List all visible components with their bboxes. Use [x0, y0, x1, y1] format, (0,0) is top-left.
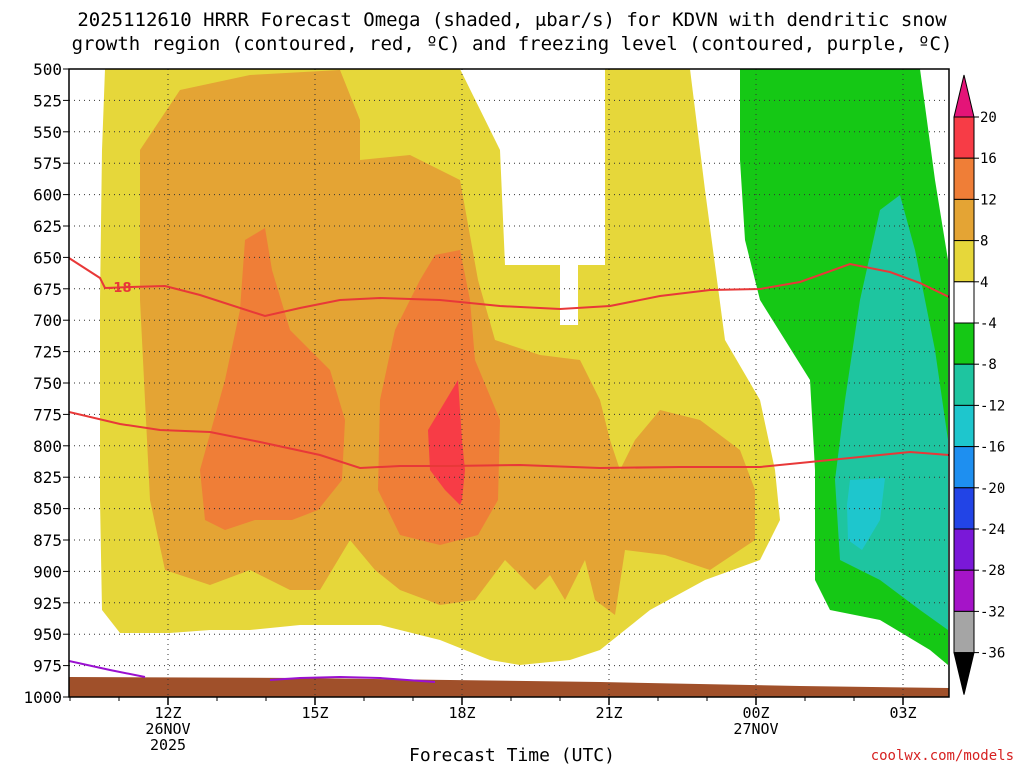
colorbar-swatch: [953, 487, 975, 530]
x-tick-date: 27NOV: [733, 720, 778, 738]
omega-region-16: [428, 380, 465, 505]
y-axis-labels: 500 525 550 575 600 625 650 675 700 725 750 775 800 8…: [23, 60, 69, 707]
y-tick-label: 625: [33, 217, 62, 236]
omega-region-12b: [378, 250, 500, 545]
y-tick-label: 875: [33, 531, 62, 550]
y-tick-label: 900: [33, 562, 62, 581]
colorbar-label: -36: [980, 646, 1005, 662]
y-tick-label: 725: [33, 343, 62, 362]
colorbar-swatch: [953, 528, 975, 571]
terrain: [69, 677, 949, 697]
x-tick-label: 18Z: [448, 704, 475, 722]
y-tick-label: 975: [33, 657, 62, 676]
colorbar-swatch: [953, 322, 975, 365]
y-tick-label: 750: [33, 374, 62, 393]
colorbar-label: -16: [980, 440, 1005, 456]
contours: -18: [69, 257, 949, 683]
chart-grid: [69, 69, 949, 697]
y-tick-label: 1000: [23, 688, 62, 707]
y-tick-label: 950: [33, 625, 62, 644]
colorbar-swatch: [953, 569, 975, 612]
colorbar-label: 8: [980, 234, 988, 250]
colorbar-label: -4: [980, 316, 997, 332]
omega-region-neg12: [847, 478, 885, 550]
x-tick-label: 15Z: [301, 704, 328, 722]
y-tick-label: 500: [33, 60, 62, 79]
colorbar-label: 20: [980, 110, 997, 126]
y-tick-label: 575: [33, 154, 62, 173]
y-tick-label: 550: [33, 123, 62, 142]
colorbar-swatch: [953, 363, 975, 406]
x-tick-label: 00Z: [742, 704, 769, 722]
colorbar-swatch: [953, 240, 975, 283]
dgz-contour-label: -18: [108, 281, 132, 296]
chart-title-line-1: 2025112610 HRRR Forecast Omega (shaded, …: [77, 9, 947, 31]
colorbar-label: -8: [980, 357, 997, 373]
y-tick-label: 675: [33, 280, 62, 299]
omega-region-12: [200, 228, 345, 530]
colorbar-swatch: [953, 157, 975, 200]
freezing-level-contour-1: [69, 660, 146, 678]
y-tick-label: 525: [33, 91, 62, 110]
chart-title-line-2: growth region (contoured, red, ºC) and f…: [71, 33, 953, 55]
y-tick-label: 800: [33, 437, 62, 456]
y-tick-label: 850: [33, 500, 62, 519]
dgz-contour-upper: [69, 257, 949, 318]
x-tick-date: 26NOV: [145, 720, 190, 738]
y-tick-label: 700: [33, 311, 62, 330]
colorbar-label: -20: [980, 481, 1005, 497]
colorbar-label: 4: [980, 275, 988, 291]
x-tick-label: 12Z: [154, 704, 181, 722]
y-tick-label: 650: [33, 248, 62, 267]
x-tick-label: 21Z: [595, 704, 622, 722]
credit-text: coolwx.com/models: [870, 748, 1014, 764]
x-tick-label: 03Z: [889, 704, 916, 722]
x-axis-title: Forecast Time (UTC): [409, 745, 615, 766]
colorbar-label: -32: [980, 604, 1005, 620]
y-tick-label: 825: [33, 468, 62, 487]
colorbar-top-arrow: [953, 74, 975, 118]
colorbar-swatch: [953, 116, 975, 159]
colorbar-label: -12: [980, 398, 1005, 414]
colorbar-swatch: [953, 281, 975, 324]
x-tick-year: 2025: [150, 736, 186, 754]
colorbar-label: 16: [980, 151, 997, 167]
colorbar-swatch: [953, 198, 975, 242]
colorbar-label: 12: [980, 192, 997, 208]
colorbar: 20 16 12 8 4 -4 -8 -12 -16 -20 -24 -28 -32 -36: [953, 74, 1005, 695]
colorbar-swatch: [953, 404, 975, 448]
colorbar-swatch: [953, 446, 975, 489]
omega-shading: [69, 69, 949, 697]
colorbar-bottom-arrow: [953, 652, 975, 695]
colorbar-label: -28: [980, 563, 1005, 579]
freezing-level-contour-2: [269, 675, 436, 683]
colorbar-label: -24: [980, 522, 1005, 538]
y-tick-label: 925: [33, 594, 62, 613]
y-tick-label: 600: [33, 186, 62, 205]
dgz-contour-lower: [69, 411, 949, 470]
y-tick-label: 775: [33, 405, 62, 424]
colorbar-swatch: [953, 610, 975, 654]
